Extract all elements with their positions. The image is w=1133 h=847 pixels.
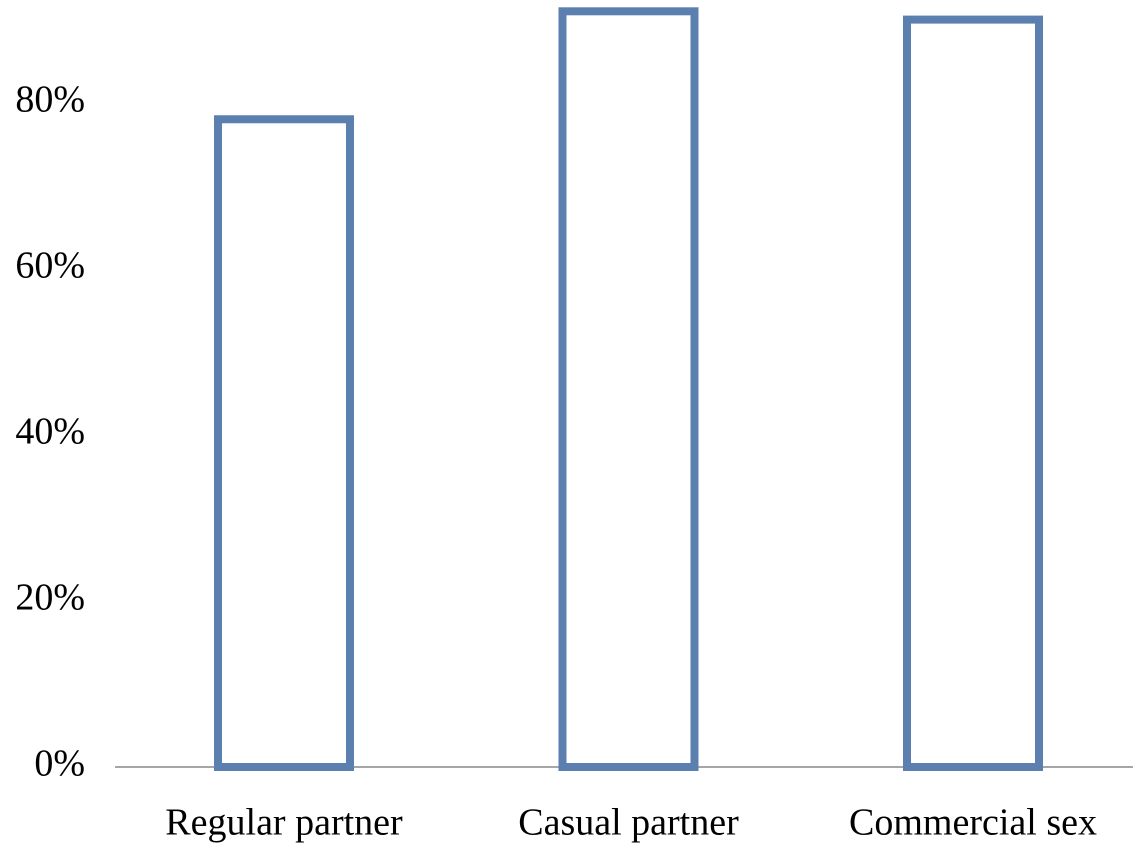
bar (558, 7, 699, 772)
y-tick-label: 20% (15, 577, 85, 619)
bar (214, 115, 354, 772)
y-tick-label: 60% (15, 244, 85, 286)
bar (903, 15, 1043, 771)
x-tick-label: Casual partner (518, 802, 739, 844)
x-tick-label: Regular partner (165, 802, 403, 844)
y-tick-label: 80% (15, 78, 85, 120)
y-tick-label: 40% (15, 411, 85, 453)
y-tick-label: 0% (34, 743, 85, 785)
x-tick-label: Commercial sex (849, 802, 1097, 844)
